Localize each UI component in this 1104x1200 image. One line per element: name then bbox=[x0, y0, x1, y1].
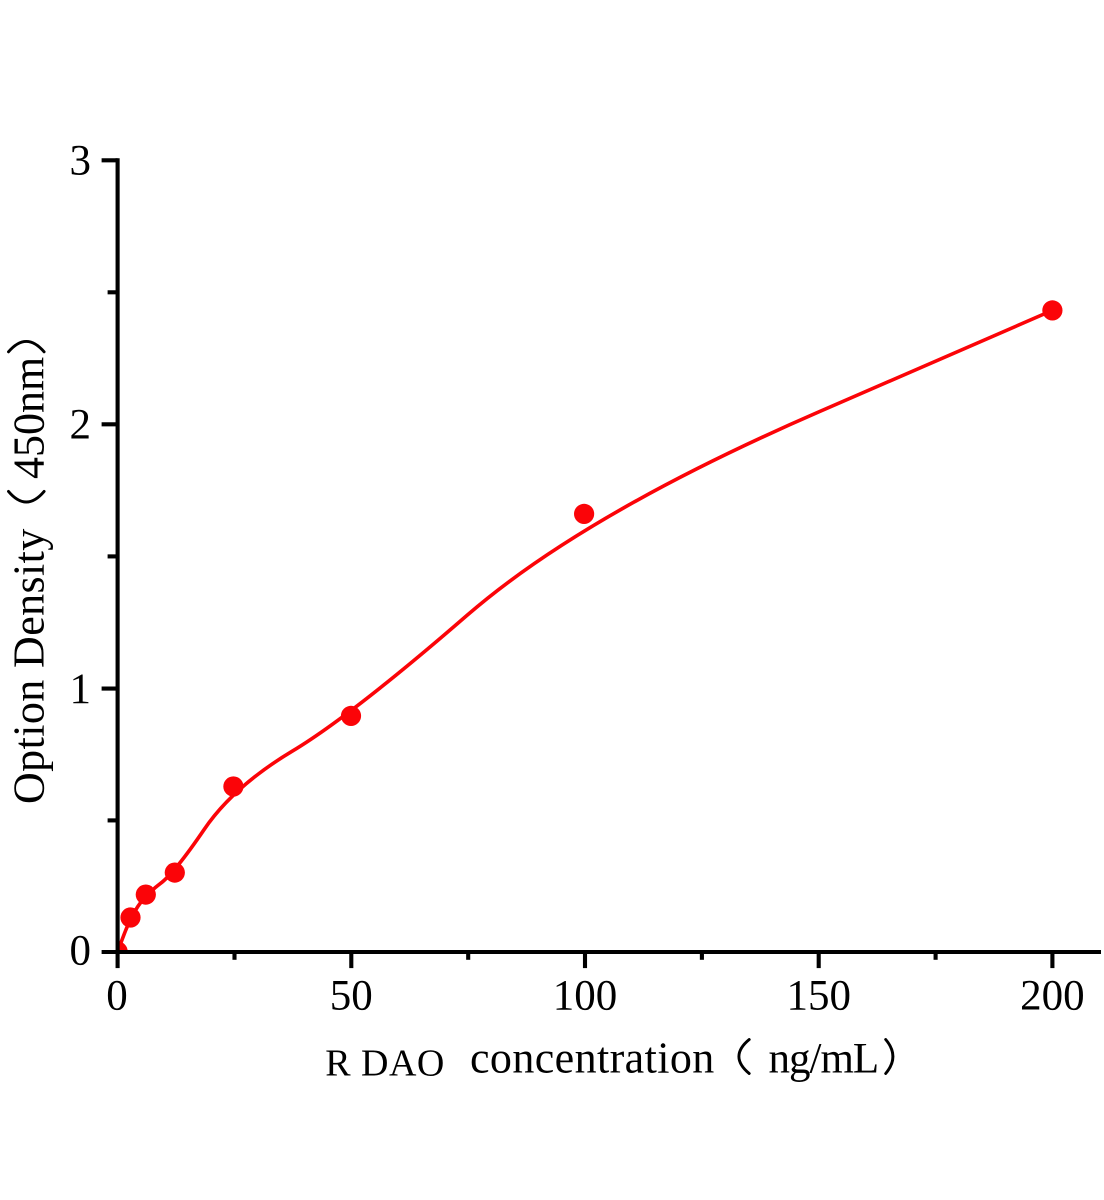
svg-text:100: 100 bbox=[553, 973, 618, 1020]
svg-text:3: 3 bbox=[70, 138, 92, 185]
svg-text:Option Density: Option Density bbox=[5, 528, 54, 804]
svg-text:0: 0 bbox=[70, 928, 92, 975]
svg-text:ng/mL: ng/mL bbox=[769, 1036, 879, 1083]
svg-text:150: 150 bbox=[786, 973, 851, 1020]
svg-text:R DAO: R DAO bbox=[325, 1043, 445, 1085]
svg-text:450nm: 450nm bbox=[5, 357, 54, 479]
svg-text:2: 2 bbox=[70, 402, 92, 449]
svg-text:concentration: concentration bbox=[470, 1034, 715, 1083]
svg-text:200: 200 bbox=[1020, 973, 1085, 1020]
svg-text:0: 0 bbox=[106, 973, 128, 1020]
svg-text:50: 50 bbox=[330, 973, 373, 1020]
svg-text:1: 1 bbox=[70, 666, 92, 713]
